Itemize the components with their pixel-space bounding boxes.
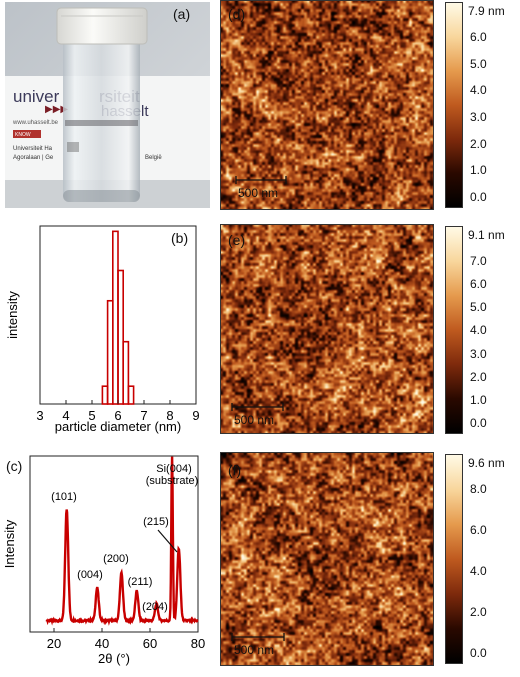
scalebar-f-label: 500 nm [234,643,274,657]
afm-image-f [220,452,434,666]
peak-label-si: Si(004) [156,463,191,475]
panel-d-label: (d) [228,6,246,22]
colorbar-tick-label: 5.0 [470,56,487,71]
panel-b-histogram: 3 4 5 6 7 8 9 particle diameter (nm) intensity… [0,222,215,437]
histogram-x-label: particle diameter (nm) [55,419,181,434]
colorbar-tick-label: 4.0 [470,323,487,338]
histogram-x-tick-label: 8 [166,408,173,423]
histogram-bar [127,385,135,405]
peak-label-211: (211) [128,576,153,588]
kno-text: KNOW [15,132,31,138]
histogram-x-tick-label: 9 [192,408,199,423]
colorbar-d-max: 7.9 nm [468,4,505,18]
vial-photo: univer rsiteit ▶▶▶ hasselt www.uhasselt.… [5,2,210,208]
scalebar-d-label: 500 nm [238,186,278,200]
afm-overlay-f: 500 nm [231,633,285,657]
colorbar-tick-label: 1.0 [470,392,487,407]
xrd-chart: 20 40 60 80 2θ (°) Intensity (101) (004) (2… [2,455,205,666]
scalebar-e-label: 500 nm [234,413,274,427]
xrd-x-tick-label: 80 [191,636,205,651]
xrd-series-line [45,456,199,626]
colorbar-tick-label: 7.0 [470,254,487,268]
colorbar-d [445,2,463,208]
colorbar-tick-label: 1.0 [470,163,487,178]
colorbar-f-max: 9.6 nm [468,456,505,470]
afm-image-e [220,224,434,434]
panel-a-label: (a) [173,6,191,22]
colorbar-tick-label: 2.0 [470,136,487,151]
colorbar-f [445,454,463,664]
colorbar-tick-label: 6.0 [470,277,487,292]
site-text: www.uhasselt.be [12,120,59,126]
histogram-chart: 3 4 5 6 7 8 9 particle diameter (nm) intensity [5,225,200,434]
colorbar-tick-label: 8.0 [470,482,487,496]
colorbar-tick-label: 4.0 [470,83,487,98]
colorbar-tick-label: 0.0 [470,416,487,430]
colorbar-tick-label: 0.0 [470,646,487,660]
panel-f-label: (f) [228,462,242,478]
xrd-y-label: Intensity [2,519,17,568]
afm-image-d [220,0,434,210]
peak-label-215: (215) [143,516,169,528]
vial-body [63,32,140,202]
colorbar-tick-label: 4.0 [470,564,487,578]
histogram-x-tick-label: 4 [62,408,69,423]
country-text: België [145,155,162,161]
colorbar-tick-label: 3.0 [470,346,487,361]
histogram-x-tick-label: 5 [88,408,95,423]
xrd-x-tick-label: 20 [47,636,61,651]
peak-215-pointer [157,529,178,553]
peak-label-200: (200) [103,553,129,565]
panel-c-xrd: 20 40 60 80 2θ (°) Intensity (101) (004) (2… [0,452,215,672]
colorbar-tick-label: 6.0 [470,30,487,44]
histogram-bar [117,269,124,405]
peak-label-204: (204) [142,601,168,613]
afm-overlay-e: 500 nm [231,403,284,427]
colorbar-e [445,226,463,434]
vial-cap [56,7,148,45]
colorbar-e-max: 9.1 nm [468,228,505,242]
xrd-frame [29,455,199,633]
colorbar-tick-label: 3.0 [470,110,487,124]
histogram-x-tick-label: 3 [36,408,43,423]
address-1: Universiteit Ha [13,146,53,152]
xrd-x-tick-label: 60 [143,636,157,651]
histogram-bar [122,340,130,405]
histogram-y-label: intensity [5,291,20,339]
svg-text:▶▶▶: ▶▶▶ [45,104,68,115]
colorbar-tick-label: 5.0 [470,300,487,315]
peak-label-substrate: (substrate) [146,475,199,487]
panel-f-afm: 500 nm (f) 9.6 nm 8.0 6.0 4.0 2.0 0.0 [220,452,520,668]
panel-a-photo: univer rsiteit ▶▶▶ hasselt www.uhasselt.… [5,2,210,208]
histogram-x-tick-label: 6 [114,408,121,423]
brand-text-1: univer [13,87,60,106]
xrd-x-label: 2θ (°) [98,651,130,666]
colorbar-tick-label: 6.0 [470,523,487,537]
afm-overlay-d: 500 nm [235,176,287,200]
peak-label-004: (004) [77,569,103,581]
panel-c-label: (c) [6,458,23,474]
histogram-x-tick-label: 7 [140,408,147,423]
colorbar-tick-label: 2.0 [470,369,487,384]
panel-d-afm: 500 nm (d) 7.9 nm 6.0 5.0 4.0 3.0 2.0 1.0 0.0 [220,0,520,210]
peak-label-101: (101) [51,491,77,503]
panel-e-label: (e) [228,232,246,248]
panel-e-afm: 500 nm (e) 9.1 nm 7.0 6.0 5.0 4.0 3.0 2.0 1.0 0… [220,224,520,436]
colorbar-tick-label: 0.0 [470,190,487,204]
panel-b-label: (b) [171,230,189,246]
xrd-x-tick-label: 40 [95,636,109,651]
colorbar-tick-label: 2.0 [470,605,487,619]
address-2: Agoralaan | Ge [13,155,54,161]
